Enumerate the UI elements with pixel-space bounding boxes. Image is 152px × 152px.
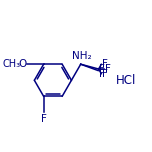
Text: O: O (18, 59, 26, 69)
Text: F: F (99, 64, 105, 74)
Text: HCl: HCl (116, 74, 136, 87)
Text: F: F (41, 114, 47, 124)
Text: F: F (102, 69, 108, 79)
Text: CH₃: CH₃ (3, 59, 21, 69)
Text: F: F (105, 64, 111, 74)
Text: F: F (102, 59, 108, 69)
Text: F: F (99, 69, 105, 79)
Text: NH₂: NH₂ (72, 51, 91, 61)
